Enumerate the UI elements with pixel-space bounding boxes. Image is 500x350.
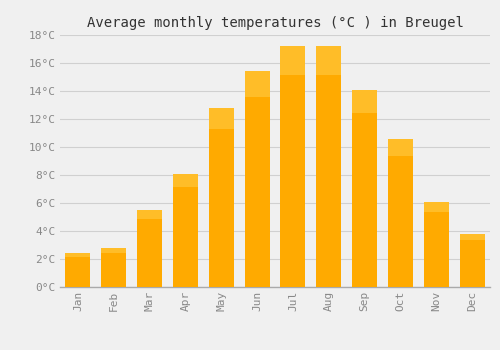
- Bar: [66, 253, 90, 287]
- Bar: [388, 139, 413, 287]
- Bar: [460, 234, 484, 287]
- Bar: [137, 210, 162, 219]
- Bar: [101, 248, 126, 252]
- Bar: [460, 234, 484, 240]
- Bar: [101, 248, 126, 287]
- Bar: [352, 90, 377, 287]
- Bar: [208, 108, 234, 129]
- Bar: [244, 71, 270, 287]
- Title: Average monthly temperatures (°C ) in Breugel: Average monthly temperatures (°C ) in Br…: [86, 16, 464, 30]
- Bar: [280, 46, 305, 75]
- Bar: [173, 174, 198, 287]
- Bar: [424, 202, 449, 287]
- Bar: [424, 202, 449, 212]
- Bar: [280, 46, 305, 287]
- Bar: [244, 71, 270, 97]
- Bar: [208, 108, 234, 287]
- Bar: [137, 210, 162, 287]
- Bar: [388, 139, 413, 156]
- Bar: [66, 253, 90, 258]
- Bar: [316, 46, 342, 287]
- Bar: [352, 90, 377, 113]
- Bar: [173, 174, 198, 187]
- Bar: [316, 46, 342, 75]
